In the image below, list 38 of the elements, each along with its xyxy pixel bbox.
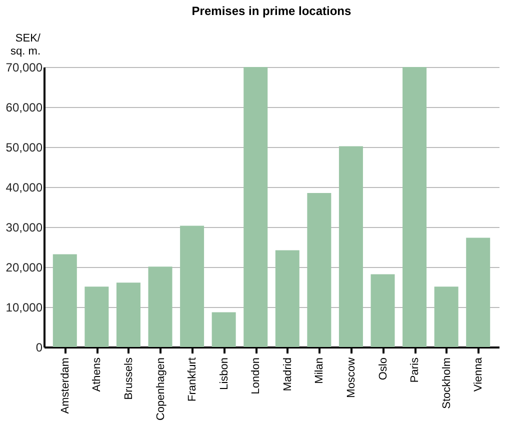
bar xyxy=(116,282,140,347)
y-axis-title: SEK/ sq. m. xyxy=(10,32,42,58)
bar xyxy=(338,146,363,347)
y-tick-label: 30,000 xyxy=(6,220,43,234)
x-tick-label: Copenhagen xyxy=(154,358,167,421)
y-tick-label: 70,000 xyxy=(6,60,43,74)
x-tick-label: Brussels xyxy=(122,357,135,400)
bar xyxy=(52,254,77,347)
bar xyxy=(180,226,204,347)
x-tick-label: London xyxy=(250,358,262,394)
bar xyxy=(402,67,427,347)
x-tick-label: Vienna xyxy=(472,356,485,392)
y-tick-label: 20,000 xyxy=(6,260,43,274)
bar xyxy=(275,250,300,347)
x-tick-label: Frankfurt xyxy=(186,358,199,402)
y-tick-label: 60,000 xyxy=(6,100,43,114)
x-tick-label: Athens xyxy=(91,357,104,392)
x-tick-label: Moscow xyxy=(345,357,358,398)
bar xyxy=(434,286,458,347)
bar xyxy=(212,312,236,347)
y-tick-label: 50,000 xyxy=(6,140,43,154)
x-tick-label: Paris xyxy=(409,357,422,383)
bar xyxy=(148,266,172,347)
chart-title: Premises in prime locations xyxy=(192,4,352,18)
x-tick-label: Milan xyxy=(314,358,326,384)
y-tick-label: 40,000 xyxy=(6,180,43,194)
y-tick-label: 0 xyxy=(36,340,43,354)
bar xyxy=(84,286,109,347)
bar xyxy=(244,67,268,347)
y-tick-label: 10,000 xyxy=(6,300,43,314)
x-tick-label: Stockholm xyxy=(440,358,453,409)
x-tick-label: Lisbon xyxy=(218,358,230,390)
x-tick-label: Amsterdam xyxy=(59,358,72,414)
x-tick-label: Oslo xyxy=(377,358,390,380)
bar xyxy=(307,193,332,347)
bar xyxy=(370,274,395,347)
x-tick-label: Madrid xyxy=(282,358,294,392)
bar xyxy=(466,238,490,347)
